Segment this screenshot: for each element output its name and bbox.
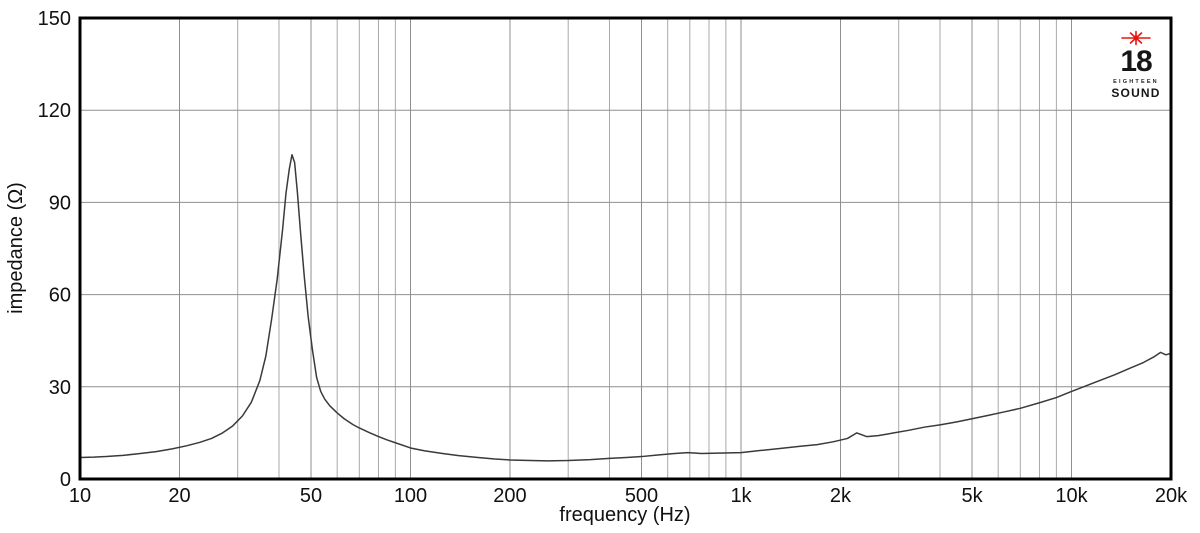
x-axis-title: frequency (Hz) (559, 504, 690, 526)
x-tick-label: 2k (830, 485, 852, 507)
x-tick-label: 10k (1055, 485, 1088, 507)
logo-eighteen-text: EIGHTEEN (1113, 79, 1159, 85)
plot-border (78, 16, 1173, 481)
eighteen-sound-logo: 18 EIGHTEEN SOUND (1108, 30, 1164, 99)
y-tick-label: 60 (49, 285, 71, 307)
x-tick-label: 10 (69, 485, 91, 507)
y-axis-title: impedance (Ω) (5, 182, 27, 314)
y-tick-label: 0 (60, 469, 71, 491)
logo-number: 18 (1120, 45, 1152, 78)
impedance-curve-path (79, 154, 1172, 462)
gridlines (80, 18, 1171, 479)
tick-labels: 10 20 50 100 200 500 1k 2k 5k 10k 20k 0 30 60 90 120 150 (38, 8, 1188, 507)
y-tick-label: 30 (49, 377, 71, 399)
x-tick-label: 50 (300, 485, 322, 507)
impedance-curve (79, 154, 1172, 462)
x-tick-label: 5k (961, 485, 983, 507)
x-tick-label: 100 (394, 485, 427, 507)
x-tick-label: 500 (625, 485, 658, 507)
logo-sound-text: SOUND (1111, 85, 1161, 100)
x-tick-label: 200 (493, 485, 526, 507)
star-icon (1108, 30, 1164, 46)
x-tick-label: 20 (168, 485, 190, 507)
y-tick-label: 120 (38, 100, 71, 122)
x-tick-label: 20k (1155, 485, 1188, 507)
x-tick-label: 1k (730, 485, 752, 507)
y-tick-label: 90 (49, 192, 71, 214)
y-tick-label: 150 (38, 8, 71, 30)
